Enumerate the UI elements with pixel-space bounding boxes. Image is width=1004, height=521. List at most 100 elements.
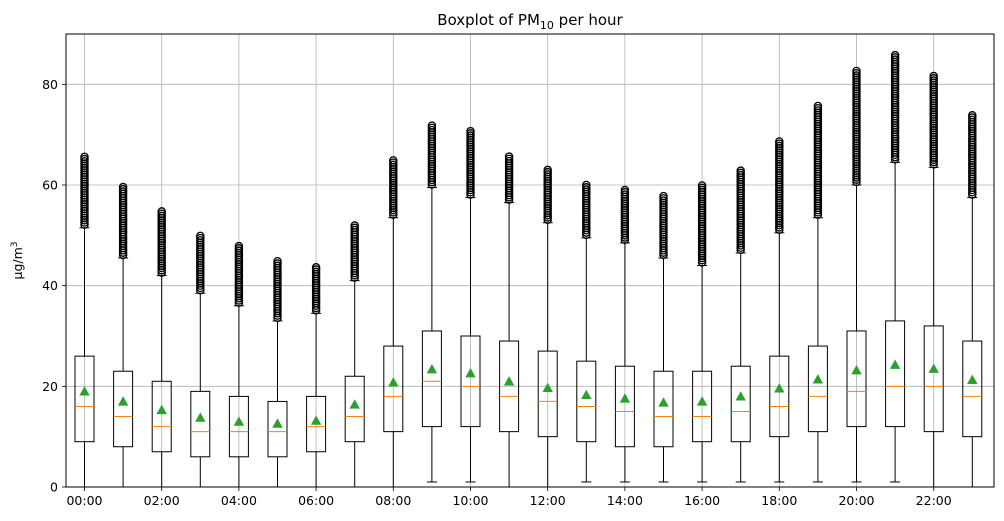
outlier-markers bbox=[118, 182, 128, 260]
box-14:00 bbox=[614, 185, 635, 483]
outlier-marker bbox=[852, 66, 861, 76]
mean-marker bbox=[349, 399, 360, 409]
mean-marker bbox=[889, 359, 901, 369]
iqr-box bbox=[306, 395, 327, 453]
outlier-marker bbox=[620, 190, 630, 199]
outlier-markers bbox=[968, 111, 977, 199]
outlier-marker bbox=[350, 221, 359, 230]
outlier-marker bbox=[775, 137, 784, 146]
mean-marker bbox=[735, 391, 746, 401]
outlier-marker bbox=[543, 170, 552, 179]
outlier-marker bbox=[273, 259, 282, 268]
mean-marker bbox=[465, 368, 476, 378]
box-09:00 bbox=[421, 121, 442, 483]
outlier-marker bbox=[311, 267, 321, 277]
outlier-marker bbox=[543, 167, 552, 177]
iqr-box bbox=[653, 370, 674, 448]
outlier-marker bbox=[697, 185, 707, 195]
outlier-marker bbox=[80, 157, 89, 166]
outlier-marker bbox=[775, 139, 784, 148]
outlier-markers bbox=[813, 101, 823, 219]
x-tick-label: 20:00 bbox=[838, 493, 874, 508]
outlier-markers bbox=[620, 185, 630, 245]
outlier-marker bbox=[350, 225, 359, 235]
outlier-marker bbox=[620, 188, 630, 197]
y-tick-label: 60 bbox=[42, 178, 58, 193]
outlier-marker bbox=[234, 244, 244, 253]
box-23:00 bbox=[962, 111, 983, 488]
outlier-marker bbox=[852, 71, 861, 80]
box-13:00 bbox=[576, 180, 597, 483]
x-tick-label: 12:00 bbox=[530, 493, 566, 508]
mean-marker bbox=[774, 383, 785, 393]
outlier-marker bbox=[273, 257, 282, 266]
outlier-marker bbox=[118, 182, 128, 192]
outlier-markers bbox=[311, 263, 321, 315]
outlier-marker bbox=[273, 261, 282, 271]
outlier-markers bbox=[273, 257, 282, 323]
chart-title: Boxplot of PM10 per hour bbox=[437, 11, 623, 32]
x-tick-label: 04:00 bbox=[221, 493, 257, 508]
outlier-marker bbox=[582, 180, 591, 190]
outlier-marker bbox=[504, 156, 514, 166]
outlier-marker bbox=[466, 126, 475, 136]
outlier-marker bbox=[350, 223, 359, 233]
box-20:00 bbox=[846, 66, 867, 483]
iqr-box bbox=[113, 370, 134, 448]
box-10:00 bbox=[460, 126, 481, 483]
outlier-marker bbox=[929, 76, 938, 85]
outlier-marker bbox=[80, 154, 89, 164]
outlier-marker bbox=[929, 71, 938, 81]
outlier-marker bbox=[968, 113, 977, 122]
iqr-box bbox=[846, 330, 867, 428]
box-07:00 bbox=[344, 221, 365, 488]
box-12:00 bbox=[537, 165, 558, 488]
y-tick-label: 0 bbox=[50, 480, 58, 495]
x-tick-label: 18:00 bbox=[761, 493, 797, 508]
iqr-box bbox=[769, 355, 790, 438]
iqr-box bbox=[576, 360, 597, 443]
mean-marker bbox=[696, 396, 708, 406]
box-06:00 bbox=[306, 263, 327, 488]
box-05:00 bbox=[267, 257, 288, 488]
y-tick-label: 80 bbox=[42, 77, 58, 92]
y-tick-label: 20 bbox=[42, 379, 58, 394]
outlier-markers bbox=[929, 71, 938, 169]
x-tick-label: 06:00 bbox=[298, 493, 334, 508]
plot-area bbox=[74, 50, 983, 488]
iqr-box bbox=[190, 390, 211, 458]
mean-marker bbox=[426, 364, 438, 374]
mean-marker bbox=[619, 393, 631, 403]
outlier-markers bbox=[582, 180, 591, 240]
outlier-marker bbox=[659, 194, 668, 203]
iqr-box bbox=[74, 355, 95, 443]
mean-marker bbox=[581, 389, 592, 400]
outlier-marker bbox=[968, 115, 977, 125]
outlier-marker bbox=[504, 154, 514, 164]
box-19:00 bbox=[807, 101, 828, 483]
outlier-marker bbox=[697, 183, 707, 193]
outlier-markers bbox=[157, 207, 166, 277]
iqr-box bbox=[923, 325, 944, 433]
outlier-marker bbox=[968, 111, 977, 120]
box-17:00 bbox=[730, 166, 751, 483]
box-02:00 bbox=[151, 207, 172, 488]
outlier-markers bbox=[890, 50, 900, 164]
outlier-marker bbox=[582, 185, 591, 194]
box-15:00 bbox=[653, 191, 674, 483]
outlier-marker bbox=[504, 152, 514, 161]
iqr-box bbox=[962, 340, 983, 438]
outlier-markers bbox=[466, 126, 475, 199]
iqr-box bbox=[807, 345, 828, 433]
box-16:00 bbox=[692, 181, 713, 483]
box-11:00 bbox=[499, 152, 520, 488]
outlier-marker bbox=[157, 207, 166, 216]
outlier-marker bbox=[890, 55, 900, 64]
outlier-marker bbox=[736, 166, 745, 175]
outlier-marker bbox=[582, 183, 591, 192]
outlier-marker bbox=[427, 123, 437, 133]
outlier-markers bbox=[196, 231, 205, 295]
outlier-marker bbox=[813, 106, 823, 115]
outlier-markers bbox=[852, 66, 861, 187]
mean-marker bbox=[79, 386, 90, 396]
